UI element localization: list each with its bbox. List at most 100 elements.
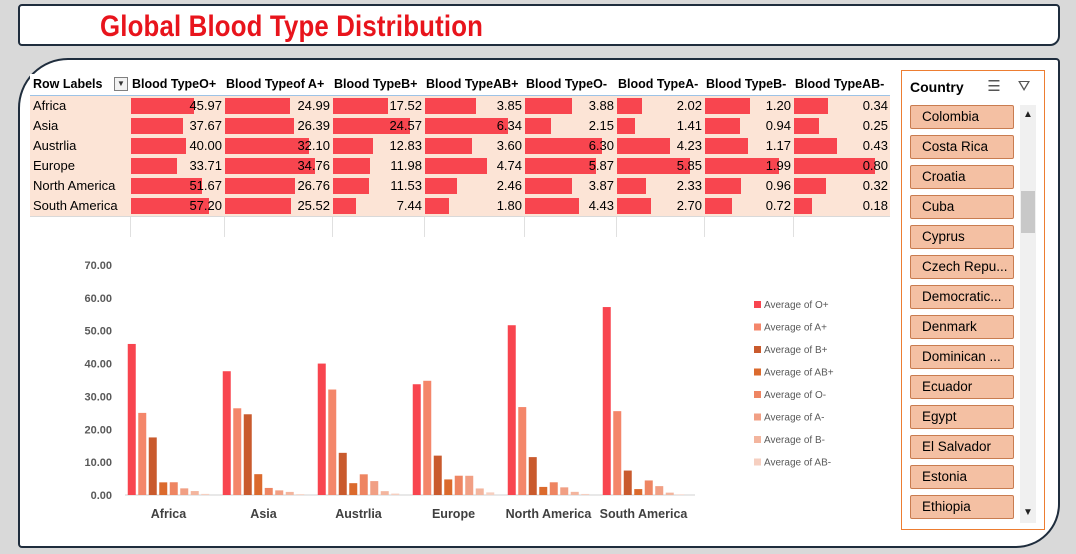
value-cell[interactable]: 40.00	[130, 136, 224, 156]
slicer-item[interactable]: Cyprus	[910, 225, 1014, 249]
value-cell[interactable]: 33.71	[130, 156, 224, 176]
value-cell[interactable]: 0.34	[793, 96, 890, 116]
value-cell[interactable]: 7.44	[332, 196, 424, 216]
slicer-item[interactable]: Estonia	[910, 465, 1014, 489]
value-cell[interactable]: 12.83	[332, 136, 424, 156]
pivot-row[interactable]: South America 57.20 25.52 7.44 1.80 4.43 2.70 0…	[30, 196, 890, 216]
value-cell[interactable]: 11.98	[332, 156, 424, 176]
column-header[interactable]: Blood TypeA-	[618, 74, 706, 95]
legend-label: Average of B-	[764, 435, 825, 446]
pivot-row[interactable]: Africa 45.97 24.99 17.52 3.85 3.88 2.02 1.20 0.3…	[30, 96, 890, 116]
column-header[interactable]: Blood TypeB+	[334, 74, 426, 95]
value-cell[interactable]: 0.80	[793, 156, 890, 176]
pivot-table[interactable]: Row Labels ▼ Blood TypeO+ Blood Typeof A+ Bl…	[30, 74, 890, 237]
value-cell[interactable]: 57.20	[130, 196, 224, 216]
value-cell[interactable]: 4.23	[616, 136, 704, 156]
value-cell[interactable]: 5.85	[616, 156, 704, 176]
column-header[interactable]: Blood Typeof A+	[226, 74, 334, 95]
value-cell[interactable]: 11.53	[332, 176, 424, 196]
value-cell[interactable]: 1.80	[424, 196, 524, 216]
value-cell[interactable]: 24.57	[332, 116, 424, 136]
value-cell[interactable]: 3.87	[524, 176, 616, 196]
value-cell[interactable]: 0.72	[704, 196, 793, 216]
pivot-row[interactable]: North America 51.67 26.76 11.53 2.46 3.87 2.33…	[30, 176, 890, 196]
value-cell[interactable]: 25.52	[224, 196, 332, 216]
value-cell[interactable]: 26.76	[224, 176, 332, 196]
column-header[interactable]: Blood TypeO+	[132, 74, 226, 95]
bar-5	[275, 490, 283, 495]
value-cell[interactable]: 2.15	[524, 116, 616, 136]
slicer-item[interactable]: Denmark	[910, 315, 1014, 339]
slicer-item[interactable]: Cuba	[910, 195, 1014, 219]
value-cell[interactable]: 0.94	[704, 116, 793, 136]
slicer-item[interactable]: Ecuador	[910, 375, 1014, 399]
value-cell[interactable]: 3.88	[524, 96, 616, 116]
value-cell[interactable]: 0.96	[704, 176, 793, 196]
value-cell[interactable]: 0.43	[793, 136, 890, 156]
value-cell[interactable]: 45.97	[130, 96, 224, 116]
filter-dropdown-icon[interactable]: ▼	[114, 77, 128, 91]
value-cell[interactable]: 2.33	[616, 176, 704, 196]
value-cell[interactable]: 0.32	[793, 176, 890, 196]
value-cell[interactable]: 4.43	[524, 196, 616, 216]
value-cell[interactable]: 1.20	[704, 96, 793, 116]
value-cell[interactable]: 4.74	[424, 156, 524, 176]
value-cell[interactable]: 32.10	[224, 136, 332, 156]
column-header[interactable]: Blood TypeAB+	[426, 74, 526, 95]
value-cell[interactable]: 2.70	[616, 196, 704, 216]
column-header[interactable]: Blood TypeB-	[706, 74, 795, 95]
slicer-item[interactable]: Egypt	[910, 405, 1014, 429]
bar-7	[391, 494, 399, 495]
slicer-item[interactable]: Czech Repu...	[910, 255, 1014, 279]
slicer-item[interactable]: Democratic...	[910, 285, 1014, 309]
slicer-item[interactable]: Costa Rica	[910, 135, 1014, 159]
bar-7	[486, 492, 494, 495]
value-cell[interactable]: 3.60	[424, 136, 524, 156]
value-cell[interactable]: 26.39	[224, 116, 332, 136]
slicer-item[interactable]: Colombia	[910, 105, 1014, 129]
value-cell[interactable]: 1.41	[616, 116, 704, 136]
slicer-item[interactable]: Ethiopia	[910, 495, 1014, 519]
value-cell[interactable]: 3.85	[424, 96, 524, 116]
slicer-item[interactable]: El Salvador	[910, 435, 1014, 459]
value-cell[interactable]: 5.87	[524, 156, 616, 176]
scroll-down-icon[interactable]: ▼	[1020, 505, 1036, 521]
value-cell[interactable]: 2.46	[424, 176, 524, 196]
value-cell[interactable]: 6.34	[424, 116, 524, 136]
value-cell[interactable]: 0.18	[793, 196, 890, 216]
data-bar	[131, 138, 186, 154]
slicer-scrollbar[interactable]: ▲ ▼	[1020, 105, 1036, 523]
data-bar	[525, 178, 572, 194]
value-cell[interactable]: 17.52	[332, 96, 424, 116]
slicer-item[interactable]: Croatia	[910, 165, 1014, 189]
multi-select-icon[interactable]: ☰	[984, 77, 1004, 97]
blood-type-chart[interactable]: 0.00 10.00 20.00 30.00 40.00 50.00 60.00 70.00 A…	[30, 236, 890, 526]
pivot-row[interactable]: Europe 33.71 34.76 11.98 4.74 5.87 5.85 1.99 0.8…	[30, 156, 890, 176]
column-header[interactable]: Blood TypeO-	[526, 74, 618, 95]
value-cell[interactable]: 34.76	[224, 156, 332, 176]
cell-value: 0.80	[863, 158, 888, 173]
value-cell[interactable]: 2.02	[616, 96, 704, 116]
column-header[interactable]: Blood TypeAB-	[795, 74, 892, 95]
scroll-up-icon[interactable]: ▲	[1020, 107, 1036, 123]
value-cell[interactable]: 6.30	[524, 136, 616, 156]
pivot-row[interactable]: Asia 37.67 26.39 24.57 6.34 2.15 1.41 0.94 0.25	[30, 116, 890, 136]
value-cell[interactable]: 0.25	[793, 116, 890, 136]
cell-value: 7.44	[397, 198, 422, 213]
country-slicer[interactable]: Country ☰ ⛛ ▲ ▼ Colombia Costa Rica Croati…	[901, 70, 1045, 530]
data-bar	[333, 158, 370, 174]
value-cell[interactable]: 1.17	[704, 136, 793, 156]
data-bar	[617, 198, 651, 214]
cell-value: 1.20	[766, 98, 791, 113]
data-bar	[425, 198, 449, 214]
value-cell[interactable]: 37.67	[130, 116, 224, 136]
bar-3	[254, 474, 262, 495]
clear-filter-icon[interactable]: ⛛	[1014, 77, 1034, 97]
value-cell[interactable]: 24.99	[224, 96, 332, 116]
value-cell[interactable]: 1.99	[704, 156, 793, 176]
cell-value: 26.39	[297, 118, 330, 133]
scroll-thumb[interactable]	[1021, 191, 1035, 233]
value-cell[interactable]: 51.67	[130, 176, 224, 196]
pivot-row[interactable]: Austrlia 40.00 32.10 12.83 3.60 6.30 4.23 1.17 0…	[30, 136, 890, 156]
slicer-item[interactable]: Dominican ...	[910, 345, 1014, 369]
